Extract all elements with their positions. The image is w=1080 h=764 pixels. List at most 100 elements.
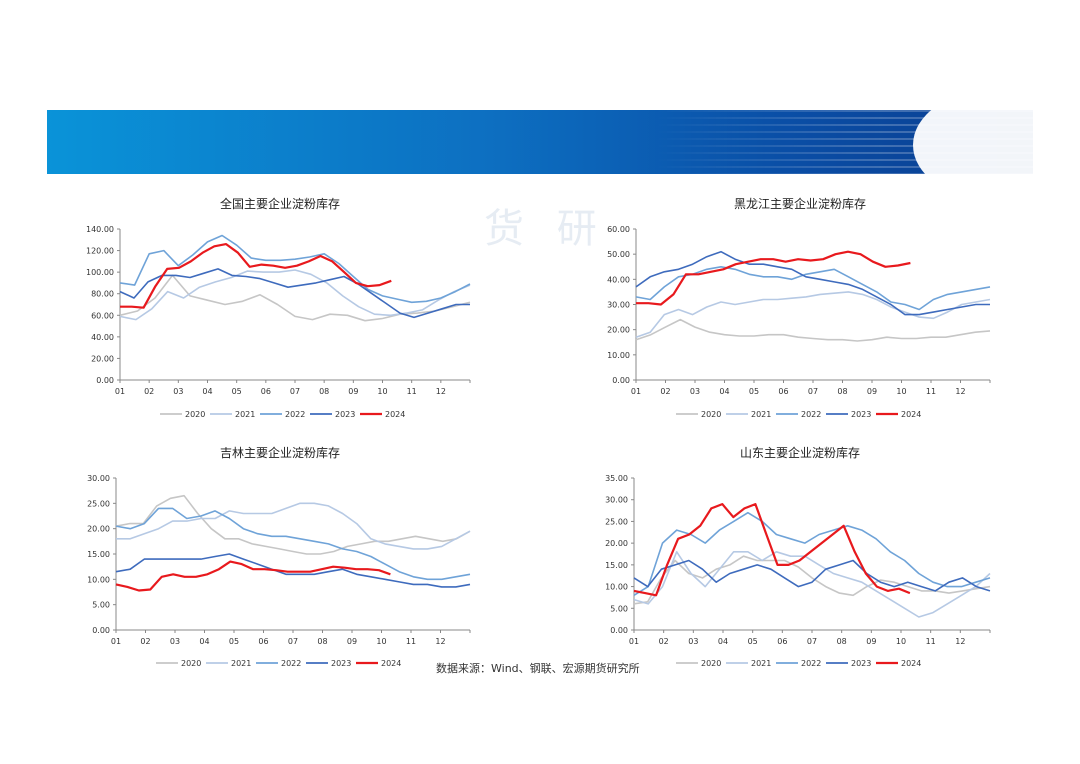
y-tick-label: 5.00 (92, 601, 110, 610)
x-tick-label: 08 (317, 637, 327, 646)
x-tick-label: 09 (867, 387, 877, 396)
series-line-2024 (636, 250, 911, 306)
x-tick-label: 02 (660, 387, 670, 396)
chart-title: 吉林主要企业淀粉库存 (220, 445, 340, 460)
x-tick-label: 11 (407, 387, 417, 396)
x-tick-label: 07 (807, 637, 817, 646)
x-tick-label: 11 (406, 637, 416, 646)
x-tick-label: 03 (173, 387, 183, 396)
legend-label: 2021 (231, 659, 251, 668)
y-tick-label: 40.00 (91, 333, 114, 342)
legend-label: 2022 (801, 410, 821, 419)
series-line-2021 (635, 291, 991, 338)
legend-label: 2023 (331, 659, 351, 668)
y-tick-label: 30.00 (605, 496, 628, 505)
y-tick-label: 0.00 (610, 626, 628, 635)
x-tick-label: 06 (258, 637, 268, 646)
y-tick-label: 10.00 (87, 575, 110, 584)
x-tick-label: 01 (629, 637, 639, 646)
y-tick-label: 140.00 (86, 225, 114, 234)
x-tick-label: 10 (896, 637, 906, 646)
x-tick-label: 09 (348, 387, 358, 396)
banner-curve (913, 110, 1033, 174)
chart-title: 黑龙江主要企业淀粉库存 (734, 196, 866, 211)
series-line-2023 (115, 553, 471, 588)
legend-label: 2024 (901, 659, 921, 668)
x-tick-label: 01 (631, 387, 641, 396)
series-line-2020 (633, 555, 991, 605)
legend-label: 2021 (235, 410, 255, 419)
y-tick-label: 30.00 (87, 474, 110, 483)
series-line-2021 (633, 550, 991, 618)
x-tick-label: 12 (955, 387, 965, 396)
series-line-2021 (119, 269, 471, 321)
y-tick-label: 20.00 (605, 539, 628, 548)
series-line-2024 (115, 560, 391, 592)
x-tick-label: 05 (748, 637, 758, 646)
y-tick-label: 40.00 (607, 275, 630, 284)
x-tick-label: 08 (837, 387, 847, 396)
x-tick-label: 12 (436, 387, 446, 396)
y-tick-label: 35.00 (605, 474, 628, 483)
series-line-2023 (119, 268, 470, 319)
series-line-2022 (119, 234, 471, 304)
x-tick-label: 01 (115, 387, 125, 396)
legend: 2020 2021 2022 2023 2024 (676, 659, 921, 668)
x-tick-label: 07 (288, 637, 298, 646)
x-tick-label: 04 (202, 387, 212, 396)
y-tick-label: 80.00 (91, 290, 114, 299)
y-tick-label: 0.00 (612, 376, 630, 385)
x-tick-label: 03 (170, 637, 180, 646)
series-line-2020 (635, 318, 991, 342)
y-tick-label: 60.00 (607, 225, 630, 234)
series-line-2020 (115, 494, 471, 555)
x-tick-label: 04 (718, 637, 728, 646)
x-tick-label: 02 (144, 387, 154, 396)
legend-label: 2020 (181, 659, 201, 668)
x-tick-label: 11 (926, 637, 936, 646)
x-tick-label: 02 (659, 637, 669, 646)
legend-label: 2023 (851, 410, 871, 419)
legend-label: 2021 (751, 659, 771, 668)
legend-label: 2022 (801, 659, 821, 668)
x-tick-label: 10 (896, 387, 906, 396)
x-tick-label: 12 (955, 637, 965, 646)
title-banner (47, 110, 1033, 174)
x-tick-label: 06 (261, 387, 271, 396)
series-line-2024 (633, 503, 911, 597)
x-tick-label: 07 (290, 387, 300, 396)
legend-label: 2021 (751, 410, 771, 419)
x-tick-label: 05 (229, 637, 239, 646)
legend-label: 2020 (185, 410, 205, 419)
chart-title: 全国主要企业淀粉库存 (220, 196, 340, 211)
watermark: 货 研 (484, 206, 607, 252)
y-tick-label: 60.00 (91, 311, 114, 320)
y-tick-label: 15.00 (605, 561, 628, 570)
y-tick-label: 20.00 (607, 326, 630, 335)
chart-3: 吉林主要企业淀粉库存 0.00 5.00 10.00 15.00 20.00 25.00 30… (87, 445, 471, 668)
legend-label: 2020 (701, 659, 721, 668)
x-tick-label: 09 (347, 637, 357, 646)
legend-label: 2024 (901, 410, 921, 419)
chart-1: 全国主要企业淀粉库存 0.00 20.00 40.00 60.00 80.00 100.00… (86, 196, 471, 419)
chart-2: 黑龙江主要企业淀粉库存 0.00 10.00 20.00 30.00 40.00 50.00… (607, 196, 991, 419)
series-line-2023 (633, 559, 991, 592)
x-tick-label: 07 (808, 387, 818, 396)
series-line-2022 (633, 511, 991, 596)
y-tick-label: 10.00 (607, 351, 630, 360)
series-line-2021 (116, 502, 471, 550)
x-tick-label: 09 (866, 637, 876, 646)
y-tick-label: 50.00 (607, 250, 630, 259)
series-line-2022 (115, 507, 471, 581)
y-tick-label: 5.00 (610, 604, 628, 613)
legend-label: 2022 (281, 659, 301, 668)
x-tick-label: 03 (688, 637, 698, 646)
legend: 2020 2021 2022 2023 2024 (156, 659, 401, 668)
series-line-2023 (635, 250, 990, 316)
y-tick-label: 10.00 (605, 583, 628, 592)
legend-label: 2024 (385, 410, 405, 419)
x-tick-label: 06 (778, 387, 788, 396)
x-tick-label: 08 (837, 637, 847, 646)
x-tick-label: 10 (377, 387, 387, 396)
